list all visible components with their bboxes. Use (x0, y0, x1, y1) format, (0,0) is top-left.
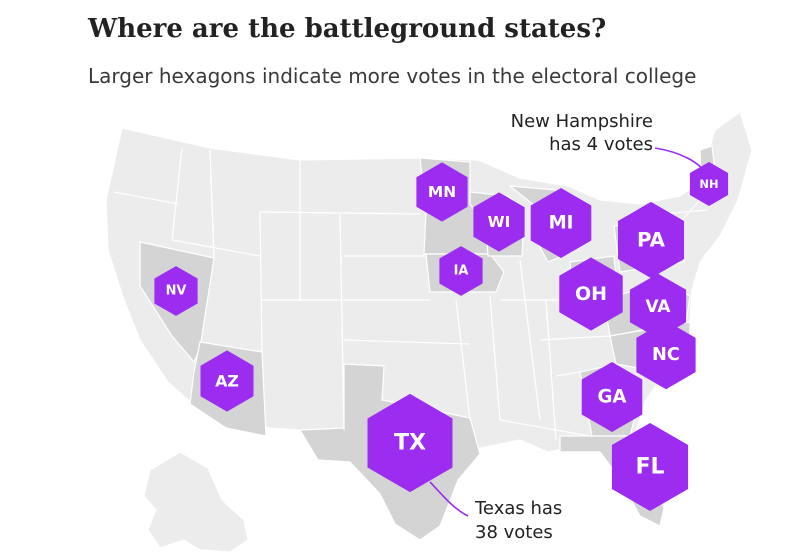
tx-annotation: Texas has 38 votes (474, 498, 562, 543)
hexagon-label-tx: TX (394, 431, 426, 456)
hexagon-va: VA (629, 273, 687, 339)
hexagon-nc: NC (636, 320, 696, 390)
map-subtitle: Larger hexagons indicate more votes in t… (88, 64, 697, 88)
hexagon-fl: FL (611, 423, 689, 511)
hexagon-shape-nv (154, 266, 198, 316)
hexagon-mi: MI (530, 188, 592, 258)
hexagon-tx: TX (367, 393, 453, 493)
hexagon-label-mn: MN (428, 183, 456, 201)
hexagon-shape-fl (611, 423, 689, 511)
hexagon-shape-ia (439, 246, 483, 296)
hexagon-oh: OH (559, 257, 623, 331)
hexagon-shape-pa (618, 201, 684, 279)
hexagon-label-mi: MI (549, 213, 574, 234)
hexagon-label-az: AZ (215, 372, 239, 391)
nh-annotation: New Hampshire has 4 votes (511, 111, 653, 155)
hexagon-shape-tx (367, 393, 453, 493)
hexagon-shape-va (629, 273, 687, 339)
hexagon-label-wi: WI (488, 213, 511, 231)
nh-annotation-line1: New Hampshire (511, 111, 653, 132)
tx-annotation-line1: Texas has (474, 498, 562, 519)
hexagon-shape-wi (473, 192, 525, 252)
hexagon-shape-ga (581, 362, 643, 432)
tx-annotation-line2: 38 votes (475, 522, 553, 543)
hexagon-shape-oh (559, 257, 623, 331)
hexagon-pa: PA (618, 201, 684, 279)
hexagon-shape-nh (689, 162, 729, 206)
hexagon-shape-nc (636, 320, 696, 390)
hexagon-label-nv: NV (166, 284, 187, 299)
nh-annotation-line2: has 4 votes (549, 134, 653, 155)
hexagon-shape-az (200, 350, 254, 412)
hexagon-az: AZ (200, 350, 254, 412)
hexagon-label-oh: OH (575, 283, 607, 305)
hexagon-label-fl: FL (635, 455, 664, 480)
hexagon-layer: NH MN WI MI PA IA NV OH VA NC AZ GA TX FL (154, 162, 729, 511)
hexagon-shape-mi (530, 188, 592, 258)
hexagon-label-ia: IA (454, 264, 469, 279)
hexagon-ga: GA (581, 362, 643, 432)
hexagon-nv: NV (154, 266, 198, 316)
hexagon-label-nc: NC (652, 345, 680, 365)
hexagon-wi: WI (473, 192, 525, 252)
hexagon-shape-mn (416, 162, 468, 222)
hexagon-mn: MN (416, 162, 468, 222)
hexagon-label-nh: NH (699, 177, 718, 191)
tx-leader-line (429, 481, 469, 517)
map-title: Where are the battleground states? (88, 14, 607, 44)
hexagon-nh: NH (689, 162, 729, 206)
hexagon-label-va: VA (646, 296, 671, 316)
hexagon-ia: IA (439, 246, 483, 296)
state-borders (113, 147, 709, 441)
alaska-shape (143, 451, 249, 553)
hexagon-label-pa: PA (637, 229, 666, 252)
hexagon-label-ga: GA (597, 387, 626, 408)
